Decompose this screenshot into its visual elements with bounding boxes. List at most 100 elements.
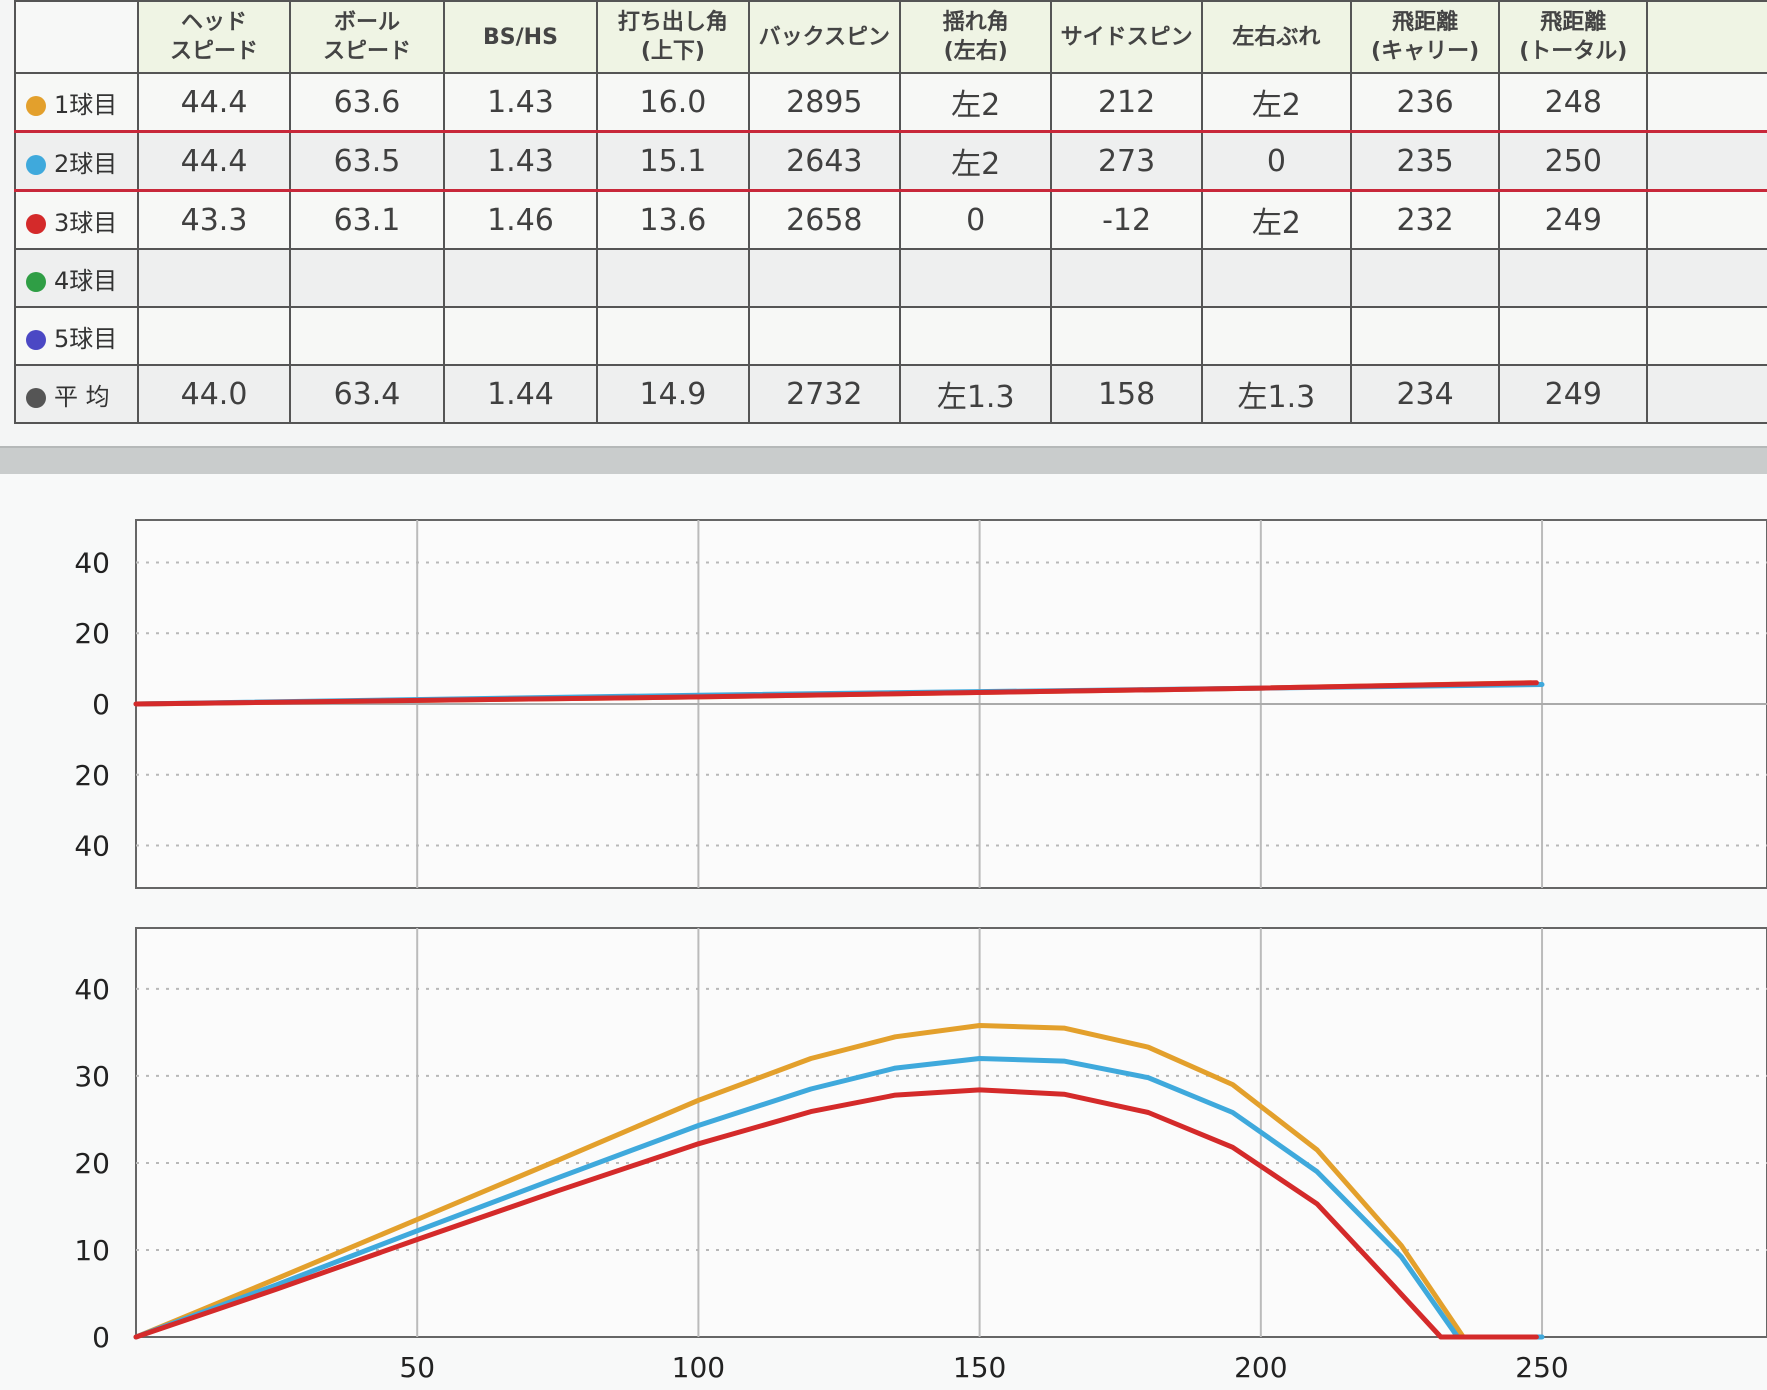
table-cell <box>136 248 292 308</box>
row-label: 3球目 <box>14 189 139 250</box>
table-cell <box>1646 248 1767 308</box>
table-header-row: ヘッド スピード ボール スピード BS/HS 打ち出し角 (上下) バックスピン 揺れ角… <box>14 0 1767 74</box>
table-cell <box>442 306 599 366</box>
table-cell: 0 <box>899 189 1053 250</box>
table-cell <box>442 248 599 308</box>
trajectory-line <box>133 680 1539 707</box>
table-cell: 44.4 <box>136 72 292 133</box>
table-cell: 0 <box>1200 130 1353 192</box>
table-row[interactable]: 平 均 44.0 63.4 1.44 14.9 2732 左1.3 158 左1.3 234 249 <box>14 364 1767 424</box>
table-cell: 250 <box>1498 130 1649 192</box>
table-cell <box>1200 306 1353 366</box>
table-row[interactable]: 1球目 44.4 63.6 1.43 16.0 2895 左2 212 左2 236 248 <box>14 72 1767 133</box>
table-cell: 63.1 <box>289 189 445 250</box>
table-row[interactable]: 5球目 <box>14 306 1767 366</box>
y-tick-label: 20 <box>74 1147 110 1180</box>
table-cell: 2643 <box>747 130 902 192</box>
row-label-text: 4球目 <box>54 266 118 295</box>
table-cell <box>747 248 902 308</box>
table-cell: 249 <box>1498 189 1649 250</box>
table-cell <box>596 248 750 308</box>
table-cell <box>1646 364 1767 424</box>
table-cell: 234 <box>1349 364 1501 424</box>
row-label: 2球目 <box>14 130 139 192</box>
column-header: ボール スピード <box>289 0 445 74</box>
table-cell: 235 <box>1349 130 1501 192</box>
table-cell: 249 <box>1498 364 1649 424</box>
table-row[interactable]: 4球目 <box>14 248 1767 308</box>
column-header: 左右ぶれ <box>1200 0 1353 74</box>
table-cell: 左2 <box>899 72 1053 133</box>
trajectory-line <box>133 1056 1545 1340</box>
table-cell <box>1349 306 1501 366</box>
trajectory-line <box>133 1023 1534 1340</box>
row-label: 平 均 <box>14 364 139 424</box>
table-cell: 左1.3 <box>899 364 1053 424</box>
table-cell: 248 <box>1498 72 1649 133</box>
table-cell <box>1050 306 1203 366</box>
table-cell: 1.46 <box>442 189 599 250</box>
table-cell: 273 <box>1050 130 1203 192</box>
column-header: バックスピン <box>747 0 902 74</box>
column-header: サイドスピン <box>1050 0 1203 74</box>
x-tick-label: 150 <box>953 1351 1006 1384</box>
table-cell <box>289 248 445 308</box>
table-cell <box>747 306 902 366</box>
row-label-text: 1球目 <box>54 90 118 119</box>
table-cell <box>136 306 292 366</box>
table-cell: 13.6 <box>596 189 750 250</box>
y-tick-label: 10 <box>74 1234 110 1267</box>
y-tick-label: 40 <box>74 973 110 1006</box>
y-tick-label: 20 <box>74 617 110 650</box>
plot-frame <box>135 927 1767 1338</box>
y-tick-label: 40 <box>74 546 110 579</box>
table-cell: 2658 <box>747 189 902 250</box>
table-cell <box>596 306 750 366</box>
table-cell <box>289 306 445 366</box>
column-header: 打ち出し角 (上下) <box>596 0 750 74</box>
table-cell: 2895 <box>747 72 902 133</box>
table-cell: -12 <box>1050 189 1203 250</box>
table-cell: 232 <box>1349 189 1501 250</box>
column-header: ヘッド スピード <box>136 0 292 74</box>
table-cell <box>1498 248 1649 308</box>
table-cell: 44.4 <box>136 130 292 192</box>
ball-color-dot-icon <box>26 387 46 408</box>
column-header <box>1646 0 1767 74</box>
column-header: 飛距離 (トータル) <box>1498 0 1649 74</box>
table-cell: 16.0 <box>596 72 750 133</box>
table-cell: 63.4 <box>289 364 445 424</box>
row-label-text: 5球目 <box>54 324 118 353</box>
table-cell <box>1050 248 1203 308</box>
table-cell <box>1646 130 1767 192</box>
row-label: 4球目 <box>14 248 139 308</box>
table-cell <box>1646 306 1767 366</box>
row-label-text: 平 均 <box>54 382 110 411</box>
table-cell: 2732 <box>747 364 902 424</box>
y-tick-label: 0 <box>92 1321 110 1354</box>
column-header: BS/HS <box>442 0 599 74</box>
y-tick-label: 30 <box>74 1060 110 1093</box>
section-divider <box>0 446 1767 476</box>
y-tick-label: 40 <box>74 830 110 863</box>
ball-color-dot-icon <box>26 329 46 350</box>
table-cell: 左1.3 <box>1200 364 1353 424</box>
ball-color-dot-icon <box>26 271 46 292</box>
table-row[interactable]: 3球目 43.3 63.1 1.46 13.6 2658 0 -12 左2 232 249 <box>14 189 1767 250</box>
row-label: 1球目 <box>14 72 139 133</box>
row-label: 5球目 <box>14 306 139 366</box>
x-tick-label: 50 <box>399 1351 435 1384</box>
column-header <box>14 0 139 74</box>
table-row[interactable]: 2球目 44.4 63.5 1.43 15.1 2643 左2 273 0 235 250 <box>14 130 1767 192</box>
table-cell: 1.43 <box>442 130 599 192</box>
column-header: 飛距離 (キャリー) <box>1349 0 1501 74</box>
table-cell: 左2 <box>899 130 1053 192</box>
table-cell: 14.9 <box>596 364 750 424</box>
top-view-chart: 40 20 0 20 40 <box>74 519 1767 889</box>
column-header: 揺れ角 (左右) <box>899 0 1053 74</box>
table-cell <box>1349 248 1501 308</box>
table-cell <box>1646 72 1767 133</box>
x-tick-label: 100 <box>672 1351 725 1384</box>
table-cell <box>899 248 1053 308</box>
